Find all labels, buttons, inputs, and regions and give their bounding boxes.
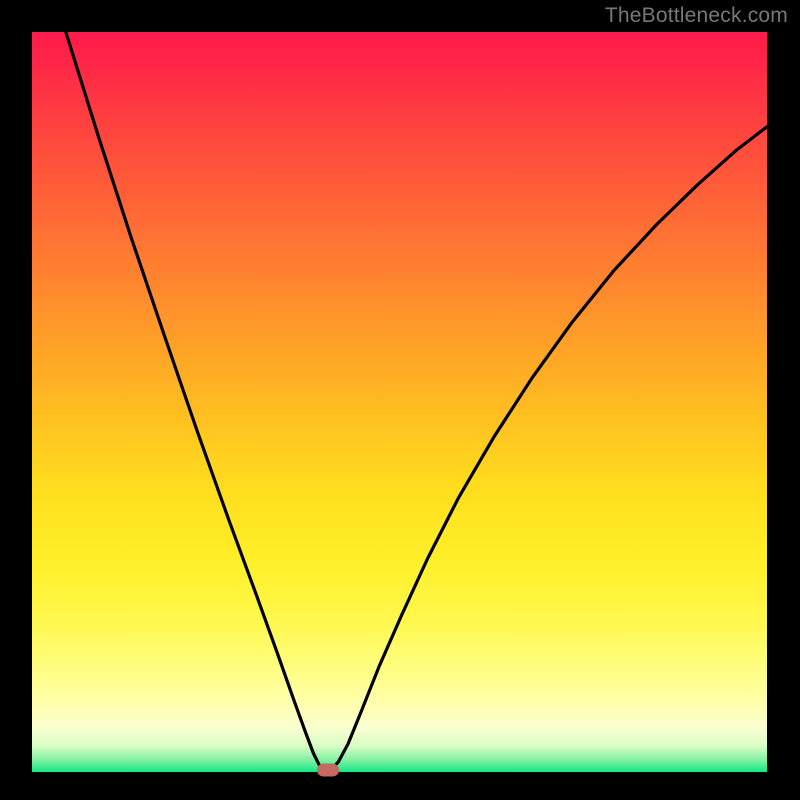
plot-area: [32, 32, 767, 772]
optimal-point-marker: [317, 763, 339, 776]
watermark: TheBottleneck.com: [605, 4, 788, 28]
plot-background-gradient: [32, 32, 767, 772]
